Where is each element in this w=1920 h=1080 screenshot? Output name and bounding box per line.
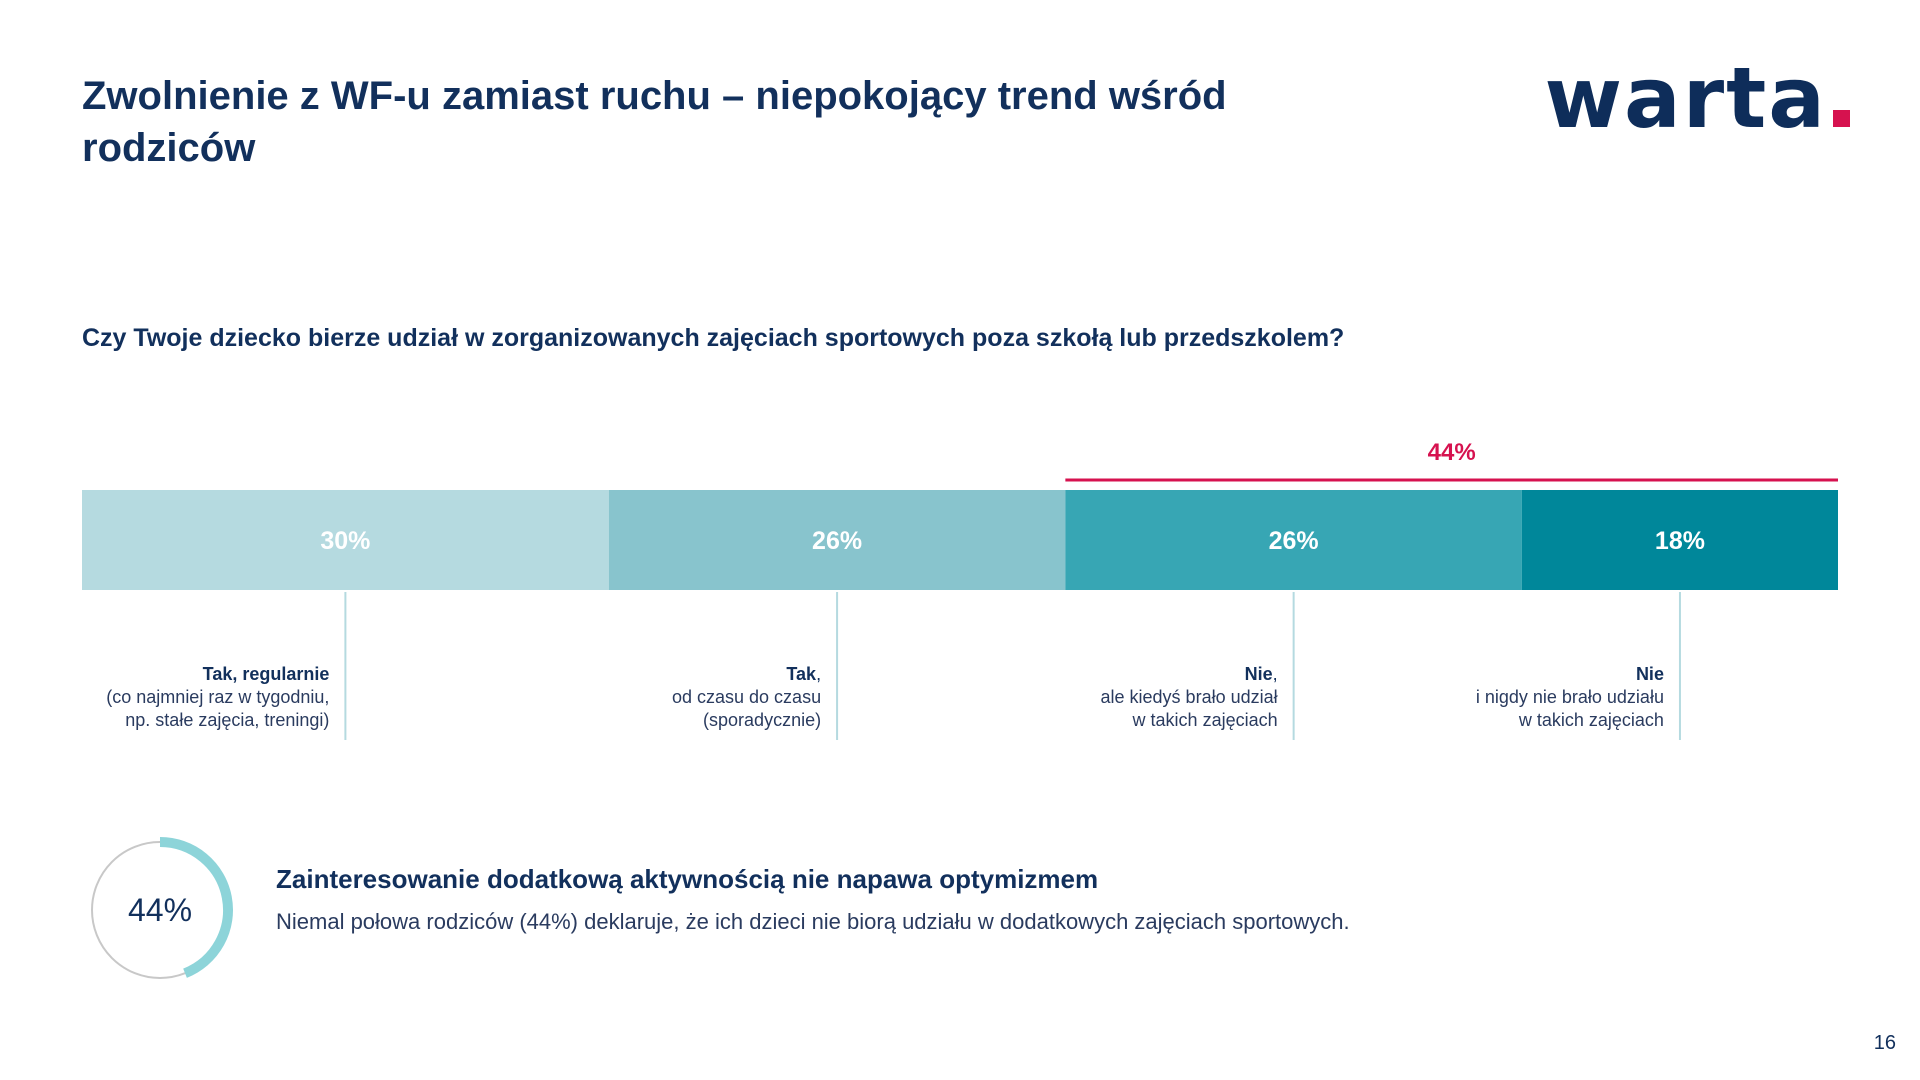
donut-label: 44%	[128, 892, 192, 928]
category-desc-2-1: w takich zajęciach	[1132, 710, 1278, 730]
category-desc-3-0: i nigdy nie brało udziału	[1476, 687, 1664, 707]
page-number: 16	[1873, 1032, 1896, 1054]
bar-segment-0	[82, 490, 609, 590]
warta-logo: warta	[1544, 56, 1850, 140]
stacked-bar-chart: 30% Tak, regularnie (co najmniej raz w tyg…	[82, 439, 1838, 740]
donut-arc	[159, 837, 233, 978]
bar-segment-2	[1065, 490, 1522, 590]
category-desc-0-0: (co najmniej raz w tygodniu,	[106, 687, 329, 707]
page-title: Zwolnienie z WF-u zamiast ruchu – niepok…	[82, 74, 1227, 170]
category-desc-1-1: (sporadycznie)	[703, 710, 821, 730]
category-desc-3-1: w takich zajęciach	[1518, 710, 1664, 730]
highlight-text: Niemal połowa rodziców (44%) deklaruje, …	[276, 909, 1350, 934]
bar-value-label-1: 26%	[812, 527, 862, 555]
category-desc-1-0: od czasu do czasu	[672, 687, 821, 707]
logo-dot	[1833, 110, 1850, 127]
category-label-3: Nie	[1636, 664, 1664, 684]
category-label-2: Nie,	[1245, 664, 1278, 684]
category-label-0: Tak, regularnie	[203, 664, 330, 684]
bar-segment-1	[608, 490, 1066, 590]
survey-question: Czy Twoje dziecko bierze udział w zorgan…	[82, 324, 1345, 352]
highlight-title: Zainteresowanie dodatkową aktywnością ni…	[276, 864, 1099, 894]
category-desc-2-0: ale kiedyś brało udział	[1101, 687, 1278, 707]
highlight-block: Zainteresowanie dodatkową aktywnością ni…	[276, 864, 1776, 935]
logo-text: warta	[1544, 49, 1827, 147]
category-desc-0-1: np. stałe zajęcia, treningi)	[125, 710, 329, 730]
bar-value-label-2: 26%	[1269, 527, 1319, 555]
bar-segment-3	[1521, 490, 1838, 590]
bar-value-label-3: 18%	[1655, 527, 1705, 555]
category-label-1: Tak,	[786, 664, 821, 684]
donut-gauge: 44%	[91, 837, 233, 979]
bracket-label: 44%	[1428, 439, 1476, 466]
bar-value-label-0: 30%	[320, 527, 370, 555]
